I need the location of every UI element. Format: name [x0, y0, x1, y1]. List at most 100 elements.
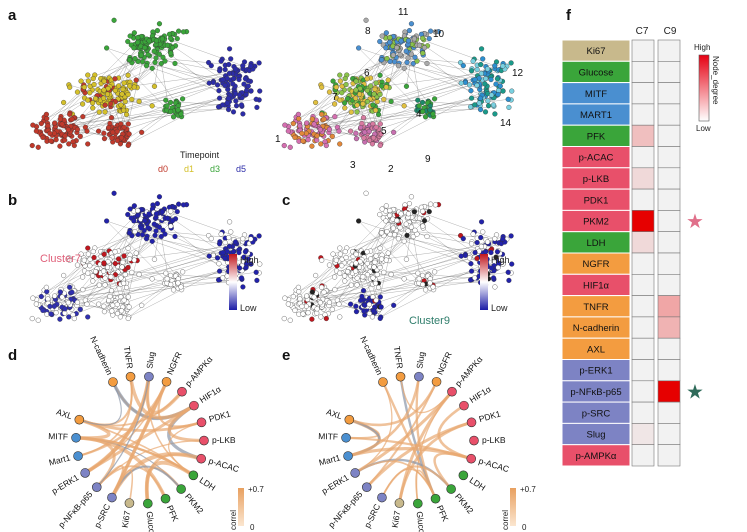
network-node [48, 311, 54, 317]
heatmap-cell [657, 401, 681, 424]
network-node [85, 78, 91, 84]
panel-letter-c: c [282, 192, 290, 209]
heatmap-cell [631, 423, 655, 445]
heatmap-row-label: NGFR [583, 259, 610, 270]
correlation-node-label: N-cadherin [88, 335, 115, 377]
network-node [114, 310, 121, 317]
network-node [390, 52, 396, 58]
network-node [401, 103, 407, 109]
heatmap-cell [657, 167, 681, 190]
network-node [121, 80, 127, 86]
network-node [136, 98, 142, 105]
network-node [406, 201, 412, 207]
network-node [29, 142, 35, 149]
network-edge [378, 79, 492, 111]
network-node [156, 21, 163, 27]
network-node [156, 194, 163, 200]
network-node [125, 142, 131, 148]
network-node [489, 265, 495, 271]
degree-scale-bar-c [480, 254, 488, 310]
network-node [492, 63, 498, 69]
network-node [432, 202, 439, 208]
network-node [125, 121, 131, 127]
network-node [164, 103, 170, 109]
network-node [326, 89, 333, 95]
network-node [145, 52, 151, 58]
network-node [206, 253, 212, 259]
network-node [387, 39, 393, 45]
network-node [377, 211, 383, 218]
network-node [104, 45, 110, 51]
network-node [61, 272, 67, 279]
network-node [138, 225, 144, 231]
heatmap-row-label-bg [561, 444, 631, 467]
correlation-node [199, 435, 209, 446]
corr-max-e: +0.7 [520, 485, 536, 494]
cluster-number-8: 8 [365, 26, 371, 37]
correlation-edge [354, 460, 437, 500]
network-node [125, 294, 131, 300]
network-node [245, 256, 251, 262]
network-node [102, 102, 108, 108]
correlation-node [341, 432, 351, 443]
network-node [43, 111, 49, 117]
correlation-node-label: p-AMPKα [183, 354, 215, 388]
network-node [241, 81, 247, 87]
network-edge [312, 112, 428, 125]
network-node [66, 141, 72, 147]
network-node [313, 99, 319, 106]
correlation-node [189, 400, 199, 411]
correlation-node [160, 493, 171, 504]
network-node [360, 115, 367, 121]
panel-letter-e: e [282, 347, 290, 364]
network-node [354, 282, 360, 288]
network-node [214, 82, 221, 88]
network-node [379, 206, 385, 212]
network-node [368, 256, 374, 262]
network-node [107, 120, 113, 127]
correlation-node [446, 484, 456, 494]
network-node [395, 63, 402, 69]
network-node [332, 287, 338, 293]
network-node [319, 284, 325, 290]
network-node [174, 36, 180, 42]
network-edge [328, 252, 483, 314]
network-node [131, 203, 137, 209]
correlation-node-label: p-ERK1 [320, 472, 351, 496]
network-edge [421, 272, 509, 285]
network-node [363, 190, 369, 196]
network-node [240, 111, 246, 117]
network-node [411, 209, 417, 215]
network-node [232, 66, 239, 72]
network-edge [60, 285, 176, 298]
network-node [74, 89, 81, 95]
correlation-node [412, 498, 423, 509]
network-node [318, 141, 324, 147]
network-node [149, 276, 155, 282]
network-node [432, 269, 438, 275]
heatmap-cell [657, 444, 681, 467]
network-node [337, 72, 343, 78]
degree-scale-bar-b [229, 254, 237, 310]
network-node [231, 249, 237, 255]
network-node [311, 121, 317, 127]
heatmap-row-label: TNFR [583, 302, 608, 313]
network-node [329, 306, 335, 312]
network-node [215, 277, 222, 283]
network-node [170, 287, 177, 293]
network-node [485, 103, 492, 109]
network-node [410, 60, 416, 67]
network-node [405, 211, 412, 217]
network-edge [98, 290, 112, 305]
network-node [330, 251, 336, 257]
network-node [59, 294, 65, 300]
network-node [314, 310, 320, 316]
network-node [164, 42, 171, 48]
network-node [287, 144, 293, 150]
network-node [62, 133, 68, 139]
network-node [85, 72, 91, 78]
network-node [43, 284, 49, 290]
legend-low: Low [696, 124, 711, 133]
network-edge [350, 290, 364, 305]
